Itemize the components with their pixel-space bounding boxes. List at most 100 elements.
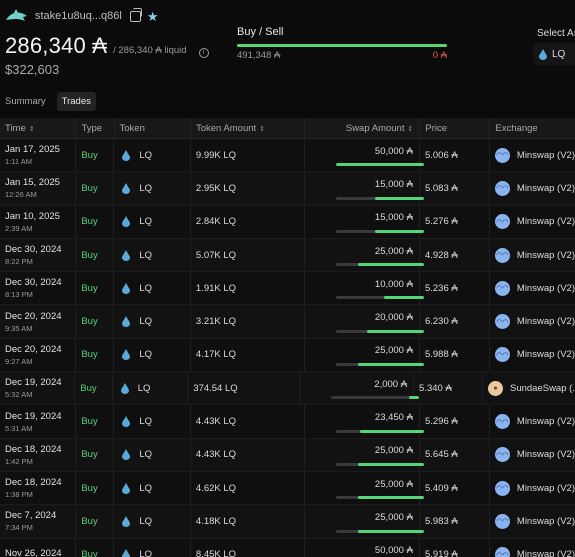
- token-amount: 4.17K LQ: [191, 338, 305, 372]
- table-row[interactable]: Nov 26, 2024 Buy LQ 8.45K LQ 50,000 ₳ 5.919 ₳…: [0, 538, 575, 557]
- token-cell[interactable]: LQ: [114, 238, 191, 272]
- trade-date: Dec 20, 2024: [5, 310, 62, 322]
- trade-date: Jan 15, 2025: [5, 177, 60, 189]
- token-cell[interactable]: LQ: [114, 505, 191, 538]
- trade-type: Buy: [76, 238, 115, 272]
- table-header: Time ⇕ Type Token Token Amount ⇕ Swap Amou…: [0, 118, 575, 139]
- price: 5.006 ₳: [420, 139, 490, 172]
- swap-cell: 25,000 ₳: [305, 238, 424, 272]
- swap-bar-fill: [375, 229, 424, 233]
- exchange-cell[interactable]: ◠◠ Minswap (V2): [490, 206, 575, 238]
- swap-bar-fill: [375, 196, 424, 200]
- exchange-cell[interactable]: ◠◠ Minswap (V2): [490, 339, 575, 371]
- exchange-cell[interactable]: ◠◠ Minswap (V2): [490, 505, 575, 537]
- price: 5.276 ₳: [420, 205, 490, 238]
- table-row[interactable]: Dec 18, 2024 1:42 PM Buy LQ 4.43K LQ 25,000 ₳…: [0, 438, 575, 472]
- swap-cell: 25,000 ₳: [305, 438, 424, 471]
- exchange-name: Minswap (V2): [516, 216, 575, 228]
- swap-bar-fill: [335, 163, 424, 167]
- exchange-cell[interactable]: ◠◠ Minswap (V2): [490, 472, 575, 504]
- lq-drop-icon: [122, 349, 131, 361]
- swap-bar: [335, 163, 424, 167]
- exchange-cell[interactable]: ◠◠ Minswap (V2): [490, 405, 575, 437]
- col-type: Type: [76, 118, 115, 139]
- token-symbol: LQ: [139, 149, 152, 161]
- swap-bar: [331, 396, 420, 400]
- swap-cell: 25,000 ₳: [305, 471, 424, 505]
- col-swap-amount[interactable]: Swap Amount ⇕: [305, 118, 421, 139]
- trade-type: Buy: [76, 438, 115, 471]
- token-cell[interactable]: LQ: [114, 438, 191, 471]
- swap-bar: [335, 229, 424, 233]
- time-cell: Dec 19, 2024 5:31 AM: [0, 405, 77, 438]
- tab-summary[interactable]: Summary: [5, 96, 46, 107]
- token-cell[interactable]: LQ: [114, 405, 191, 438]
- table-row[interactable]: Dec 7, 2024 7:34 PM Buy LQ 4.18K LQ 25,000 ₳ 5…: [0, 505, 575, 539]
- exchange-cell[interactable]: ◠◠ Minswap (V2): [490, 139, 575, 171]
- minswap-icon: ◠◠: [494, 180, 510, 196]
- exchange-cell[interactable]: ◠◠ Minswap (V2): [490, 172, 575, 204]
- table-row[interactable]: Dec 30, 2024 8:13 PM Buy LQ 1.91K LQ 10,000 ₳…: [0, 272, 575, 306]
- table-row[interactable]: Jan 15, 2025 12:26 AM Buy LQ 2.95K LQ 15,000 …: [0, 172, 575, 206]
- exchange-cell[interactable]: ◠◠ Minswap (V2): [490, 539, 575, 557]
- token-cell[interactable]: LQ: [113, 372, 189, 405]
- table-row[interactable]: Dec 30, 2024 8:22 PM Buy LQ 5.07K LQ 25,000 ₳…: [0, 238, 575, 273]
- table-row[interactable]: Dec 18, 2024 1:38 PM Buy LQ 4.62K LQ 25,000 ₳…: [0, 471, 575, 506]
- token-amount: 3.21K LQ: [191, 305, 305, 338]
- table-body: Jan 17, 2025 1:11 AM Buy LQ 9.99K LQ 50,000 ₳…: [0, 139, 575, 557]
- col-time[interactable]: Time ⇕: [0, 118, 77, 139]
- time-cell: Dec 30, 2024 8:13 PM: [0, 272, 77, 305]
- token-cell[interactable]: LQ: [114, 172, 191, 205]
- swap-bar-fill: [357, 263, 424, 267]
- price: 5.919 ₳: [420, 538, 490, 557]
- exchange-cell[interactable]: ◠◠ Minswap (V2): [490, 439, 575, 471]
- time-cell: Dec 18, 2024 1:38 PM: [0, 471, 77, 505]
- swap-bar: [335, 429, 424, 433]
- table-row[interactable]: Dec 20, 2024 9:35 AM Buy LQ 3.21K LQ 20,000 ₳…: [0, 305, 575, 339]
- token-symbol: LQ: [139, 349, 152, 361]
- swap-cell: 25,000 ₳: [305, 505, 424, 538]
- copy-icon[interactable]: [129, 7, 142, 22]
- token-amount: 374.54 LQ: [188, 372, 301, 405]
- token-cell[interactable]: LQ: [114, 538, 191, 557]
- minswap-icon: ◠◠: [494, 214, 510, 230]
- col-token-amount[interactable]: Token Amount ⇕: [191, 118, 305, 139]
- price: 5.340 ₳: [414, 372, 483, 405]
- exchange-cell[interactable]: ● SundaeSwap (...: [483, 372, 575, 404]
- swap-bar-fill: [357, 529, 424, 533]
- lq-drop-icon: [122, 515, 131, 527]
- token-amount: 8.45K LQ: [191, 538, 305, 557]
- swap-cell: 20,000 ₳: [305, 305, 424, 338]
- token-cell[interactable]: LQ: [114, 139, 191, 172]
- star-icon[interactable]: ★: [146, 8, 159, 24]
- shark-logo-icon: [6, 9, 27, 21]
- exchange-cell[interactable]: ◠◠ Minswap (V2): [490, 239, 575, 271]
- swap-cell: 25,000 ₳: [305, 338, 424, 372]
- token-cell[interactable]: LQ: [114, 338, 191, 372]
- token-cell[interactable]: LQ: [114, 205, 191, 238]
- balance-liquid: / 286,340 ₳ liquid: [113, 45, 187, 56]
- token-cell[interactable]: LQ: [114, 471, 191, 505]
- table-row[interactable]: Dec 19, 2024 5:31 AM Buy LQ 4.43K LQ 23,450 ₳…: [0, 405, 575, 439]
- swap-bar: [335, 329, 424, 333]
- token-cell[interactable]: LQ: [114, 272, 191, 305]
- token-cell[interactable]: LQ: [114, 305, 191, 338]
- token-amount: 5.07K LQ: [191, 238, 305, 272]
- info-icon[interactable]: i: [198, 47, 209, 58]
- select-asset-dropdown[interactable]: LQ: [533, 43, 575, 65]
- exchange-cell[interactable]: ◠◠ Minswap (V2): [490, 305, 575, 337]
- swap-amount: 50,000 ₳: [374, 545, 413, 557]
- swap-cell: 23,450 ₳: [305, 405, 424, 438]
- table-row[interactable]: Jan 17, 2025 1:11 AM Buy LQ 9.99K LQ 50,000 ₳…: [0, 139, 575, 173]
- table-row[interactable]: Dec 19, 2024 5:32 AM Buy LQ 374.54 LQ 2,000 ₳…: [0, 372, 575, 406]
- table-row[interactable]: Jan 10, 2025 2:39 AM Buy LQ 2.84K LQ 15,000 ₳…: [0, 205, 575, 239]
- table-row[interactable]: Dec 20, 2024 9:27 AM Buy LQ 4.17K LQ 25,000 ₳…: [0, 338, 575, 373]
- sort-icon: ⇕: [28, 125, 35, 133]
- price: 5.236 ₳: [420, 272, 490, 305]
- trade-date: Nov 26, 2024: [5, 548, 62, 557]
- tab-trades[interactable]: Trades: [56, 92, 96, 111]
- swap-cell: 15,000 ₳: [305, 205, 424, 238]
- trade-time: 8:22 PM: [5, 257, 33, 267]
- exchange-cell[interactable]: ◠◠ Minswap (V2): [490, 272, 575, 304]
- swap-amount: 25,000 ₳: [374, 511, 413, 523]
